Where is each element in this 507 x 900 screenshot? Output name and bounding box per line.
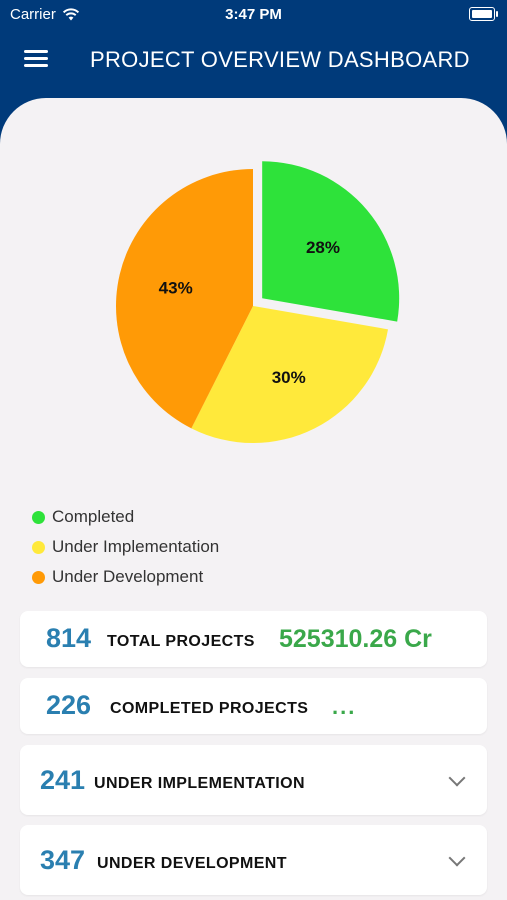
wifi-icon	[62, 8, 79, 21]
dashboard-content: 28% 30% 43% Completed Under Implementation…	[0, 98, 507, 900]
legend-dot-under-implementation	[32, 540, 45, 554]
under-development-count: 347	[40, 845, 86, 875]
carrier-info: Carrier	[10, 6, 80, 23]
status-bar: Carrier 3:47 PM	[0, 0, 507, 30]
legend-label-under-implementation: Under Implementation	[52, 537, 220, 556]
completed-projects-label: COMPLETED PROJECTS	[110, 700, 309, 717]
hamburger-menu-icon[interactable]	[24, 50, 48, 68]
status-time: 3:47 PM	[225, 6, 282, 23]
pie-label-completed: 28%	[306, 238, 340, 257]
legend-dot-completed	[32, 510, 45, 524]
chevron-down-icon[interactable]	[448, 769, 466, 787]
under-development-card[interactable]: 347 UNDER DEVELOPMENT	[20, 825, 487, 895]
pie-chart: 28% 30% 43%	[116, 161, 400, 443]
under-implementation-label: UNDER IMPLEMENTATION	[94, 775, 305, 792]
chevron-down-icon[interactable]	[448, 849, 466, 867]
pie-label-under-implementation: 30%	[272, 368, 306, 387]
legend-item-under-development: Under Development	[32, 562, 219, 592]
page-title: PROJECT OVERVIEW DASHBOARD	[90, 47, 470, 72]
completed-projects-more[interactable]: ...	[332, 694, 357, 719]
carrier-label: Carrier	[10, 6, 56, 23]
total-projects-amount: 525310.26 Cr	[279, 625, 432, 653]
total-projects-label: TOTAL PROJECTS	[107, 633, 255, 650]
pie-label-under-development: 43%	[159, 279, 193, 298]
total-projects-card[interactable]: 814 TOTAL PROJECTS 525310.26 Cr	[20, 611, 487, 667]
legend-label-completed: Completed	[52, 507, 135, 526]
legend-dot-under-development	[32, 570, 45, 584]
completed-projects-count: 226	[46, 690, 92, 720]
pie-slice-under-development	[116, 169, 253, 429]
under-implementation-count: 241	[40, 765, 86, 795]
total-projects-count: 814	[46, 623, 92, 653]
under-development-label: UNDER DEVELOPMENT	[97, 855, 287, 872]
legend-item-completed: Completed	[32, 502, 219, 532]
pie-slice-under-implementation	[191, 306, 389, 443]
battery-icon	[469, 7, 498, 21]
completed-projects-card[interactable]: 226 COMPLETED PROJECTS ...	[20, 678, 487, 734]
under-implementation-card[interactable]: 241 UNDER IMPLEMENTATION	[20, 745, 487, 815]
chart-legend: Completed Under Implementation Under Dev…	[32, 502, 219, 592]
nav-bar: PROJECT OVERVIEW DASHBOARD	[0, 30, 507, 92]
legend-label-under-development: Under Development	[52, 567, 204, 586]
pie-slice-completed	[262, 161, 400, 322]
legend-item-under-implementation: Under Implementation	[32, 532, 219, 562]
